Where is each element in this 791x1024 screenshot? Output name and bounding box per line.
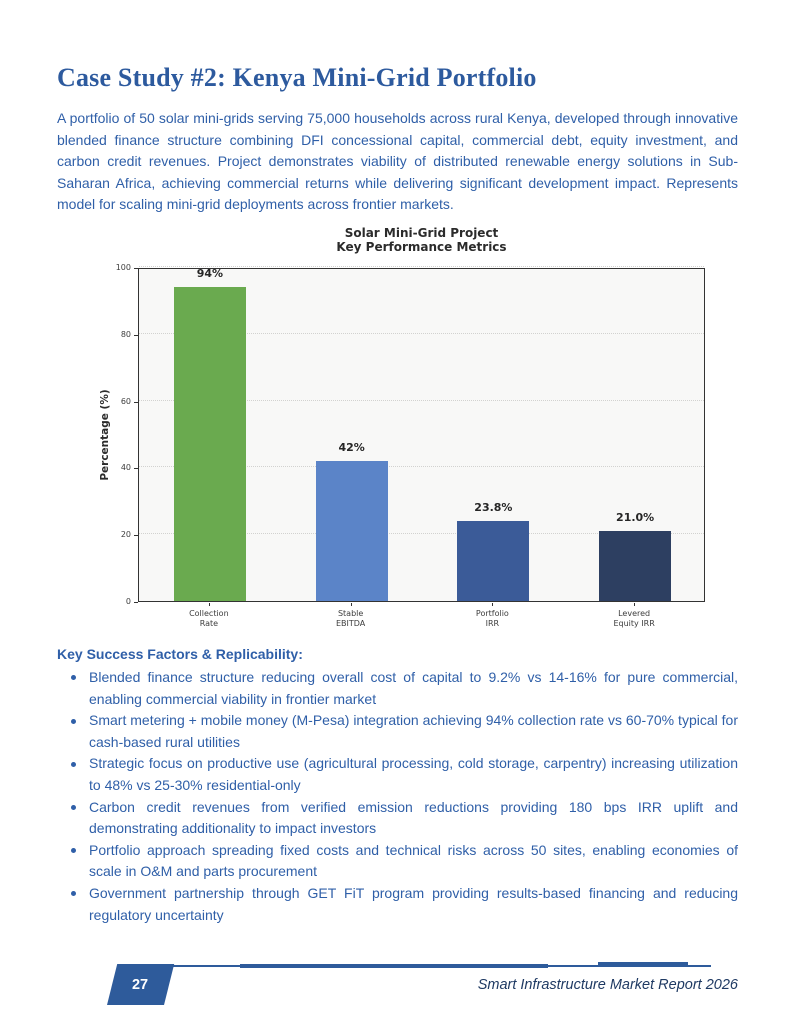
gridline — [139, 399, 704, 401]
bar-value-label: 23.8% — [474, 501, 513, 515]
gridline — [139, 265, 704, 267]
bullet-item: Carbon credit revenues from verified emi… — [57, 797, 738, 840]
bar-value-label: 94% — [196, 267, 224, 281]
bar-slot: 21.0% — [564, 269, 706, 601]
gridline — [139, 466, 704, 468]
x-tick-mark — [350, 602, 352, 606]
y-tick-mark — [134, 401, 138, 403]
bullet-text: Smart metering + mobile money (M-Pesa) i… — [89, 712, 738, 750]
bullet-text: Strategic focus on productive use (agric… — [89, 755, 738, 793]
x-tick-mark — [634, 602, 636, 606]
success-bullet-list: Blended finance structure reducing overa… — [57, 667, 738, 926]
x-tick-label: Stable EBITDA — [335, 608, 366, 628]
bar-slot: 23.8% — [423, 269, 565, 601]
kpi-bar-chart: Solar Mini-Grid Project Key Performance … — [57, 226, 738, 630]
bullet-item: Blended finance structure reducing overa… — [57, 667, 738, 710]
x-tick-mark — [208, 602, 210, 606]
gridline — [139, 533, 704, 535]
x-tick-mark — [492, 602, 494, 606]
bullet-item: Smart metering + mobile money (M-Pesa) i… — [57, 710, 738, 753]
bullet-text: Carbon credit revenues from verified emi… — [89, 798, 738, 837]
bar-value-label: 21.0% — [616, 510, 655, 524]
bar — [173, 287, 246, 601]
chart-title: Solar Mini-Grid Project Key Performance … — [336, 225, 507, 254]
bullet-icon — [71, 848, 76, 854]
y-tick-mark — [134, 334, 138, 336]
bullet-item: Portfolio approach spreading fixed costs… — [57, 840, 738, 883]
y-tick-label: 100 — [115, 262, 131, 272]
bullet-text: Government partnership through GET FiT p… — [89, 884, 738, 923]
bar — [457, 521, 530, 601]
intro-paragraph: A portfolio of 50 solar mini-grids servi… — [57, 110, 738, 213]
bullet-item: Strategic focus on productive use (agric… — [57, 753, 738, 796]
bullet-icon — [71, 805, 76, 811]
y-tick-label: 80 — [120, 329, 131, 339]
bar-slot: 42% — [281, 269, 423, 601]
bullet-item: Government partnership through GET FiT p… — [57, 883, 738, 926]
bar-value-label: 42% — [338, 440, 365, 454]
success-heading: Key Success Factors & Replicability: — [57, 645, 303, 662]
gridline — [139, 332, 704, 334]
bar-slot: 94% — [139, 267, 281, 601]
y-tick-label: 20 — [120, 530, 131, 540]
y-tick-label: 0 — [125, 596, 131, 606]
x-tick-label: Portfolio IRR — [475, 608, 509, 628]
page-title: Case Study #2: Kenya Mini-Grid Portfolio — [57, 63, 537, 92]
plot-area: 94% 42% 23.8% 21.0% — [138, 265, 706, 602]
y-tick-mark — [134, 535, 138, 537]
bullet-icon — [71, 675, 76, 681]
bar — [599, 530, 672, 601]
x-tick-label: Levered Equity IRR — [613, 608, 655, 628]
bullet-icon — [71, 718, 76, 724]
y-tick-mark — [134, 601, 138, 603]
bar — [315, 460, 388, 601]
bullet-icon — [71, 891, 76, 897]
y-tick-label: 40 — [120, 463, 131, 473]
y-tick-mark — [134, 468, 138, 470]
bullet-text: Portfolio approach spreading fixed costs… — [89, 841, 738, 880]
y-tick-mark — [134, 267, 138, 269]
bullet-icon — [71, 761, 76, 767]
x-tick-label: Collection Rate — [189, 608, 229, 628]
y-tick-label: 60 — [120, 396, 131, 406]
bullet-text: Blended finance structure reducing overa… — [89, 668, 738, 707]
